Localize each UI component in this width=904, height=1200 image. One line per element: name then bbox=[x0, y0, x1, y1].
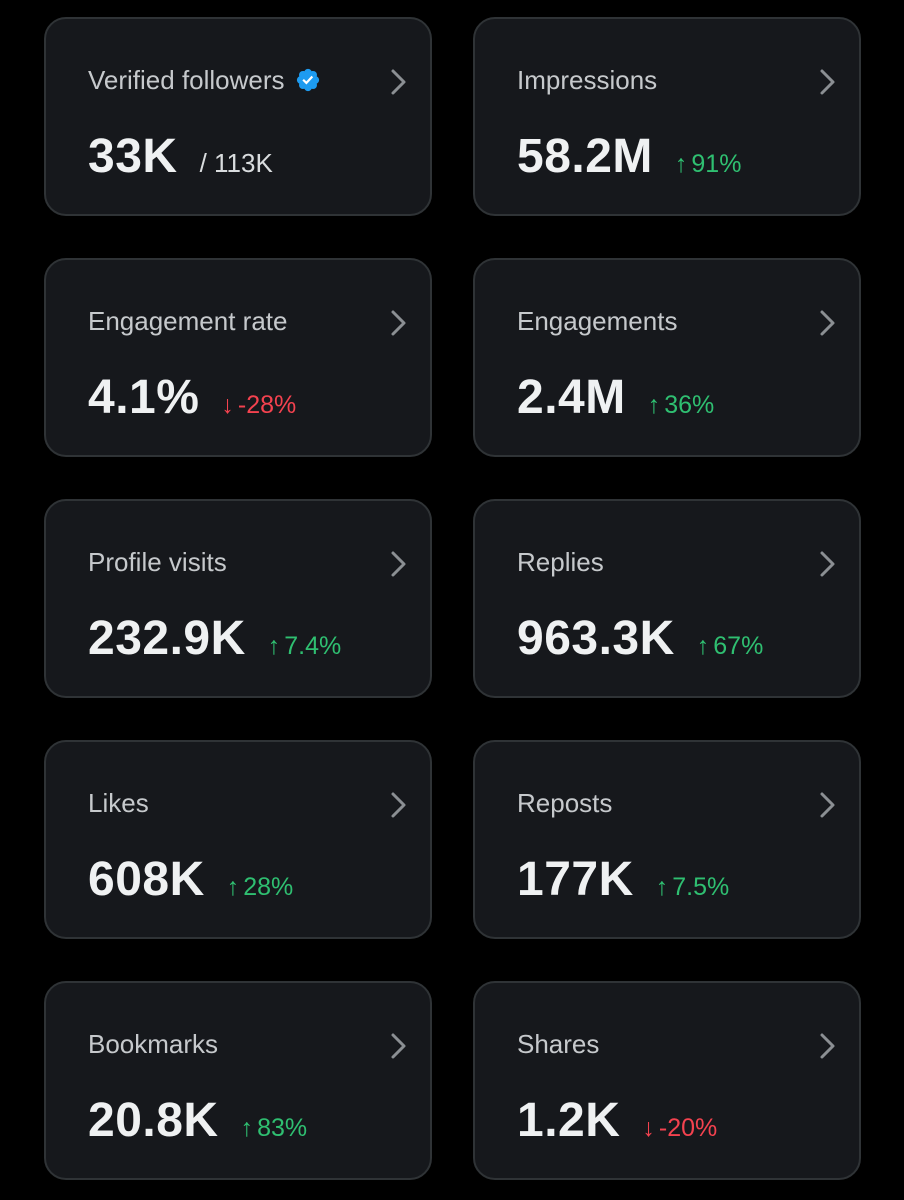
stat-value-row: 33K / 113K bbox=[88, 127, 273, 187]
trend-down-arrow-icon: ↓ bbox=[642, 1114, 655, 1142]
stat-title-label: Reposts bbox=[517, 788, 613, 818]
trend-up-arrow-icon: ↑ bbox=[655, 873, 669, 901]
stat-change: ↓ -28% bbox=[221, 391, 296, 420]
stat-title-label: Shares bbox=[517, 1029, 600, 1059]
stat-change: ↑ 7.4% bbox=[268, 632, 341, 661]
stat-change-value: -20% bbox=[658, 1114, 718, 1142]
stat-change: ↑ 28% bbox=[227, 873, 294, 902]
stat-title: Bookmarks bbox=[88, 1027, 218, 1061]
stat-change-value: 67% bbox=[713, 632, 764, 660]
stat-change-value: 83% bbox=[257, 1114, 308, 1142]
trend-up-arrow-icon: ↑ bbox=[696, 632, 710, 660]
stat-card-impressions[interactable]: Impressions 58.2M ↑ 91% bbox=[473, 17, 861, 216]
stat-change-value: 91% bbox=[691, 150, 742, 178]
stat-card-verified-followers[interactable]: Verified followers 33K / 113K bbox=[44, 17, 432, 216]
stat-value-row: 963.3K ↑ 67% bbox=[517, 609, 763, 669]
stat-card-replies[interactable]: Replies 963.3K ↑ 67% bbox=[473, 499, 861, 698]
stat-total: / 113K bbox=[199, 148, 273, 178]
stat-title-label: Bookmarks bbox=[88, 1029, 219, 1059]
stat-value: 33K bbox=[88, 130, 178, 183]
stat-card-engagements[interactable]: Engagements 2.4M ↑ 36% bbox=[473, 258, 861, 457]
stat-change: ↑ 91% bbox=[675, 150, 742, 179]
stat-title-label: Engagements bbox=[517, 306, 678, 336]
verified-badge-icon bbox=[296, 68, 319, 92]
stat-value: 177K bbox=[517, 853, 634, 906]
stat-change: ↑ 36% bbox=[648, 391, 715, 420]
trend-up-arrow-icon: ↑ bbox=[240, 1114, 254, 1142]
stat-change: ↑ 83% bbox=[241, 1114, 308, 1143]
stat-change-value: 36% bbox=[664, 391, 715, 419]
stat-value-row: 177K ↑ 7.5% bbox=[517, 850, 729, 910]
stat-title-label: Likes bbox=[88, 788, 149, 818]
stat-value: 1.2K bbox=[517, 1094, 621, 1147]
chevron-right-icon bbox=[820, 792, 835, 818]
stat-title: Replies bbox=[517, 545, 604, 579]
stat-card-profile-visits[interactable]: Profile visits 232.9K ↑ 7.4% bbox=[44, 499, 432, 698]
stat-value-row: 4.1% ↓ -28% bbox=[88, 368, 296, 428]
stat-change: ↑ 67% bbox=[697, 632, 764, 661]
stat-change-value: 28% bbox=[243, 873, 294, 901]
stat-change: ↓ -20% bbox=[642, 1114, 717, 1143]
trend-down-arrow-icon: ↓ bbox=[221, 391, 234, 419]
stat-value: 232.9K bbox=[88, 612, 246, 665]
stat-value: 4.1% bbox=[88, 371, 200, 424]
stat-value-row: 58.2M ↑ 91% bbox=[517, 127, 741, 187]
stat-value-row: 608K ↑ 28% bbox=[88, 850, 293, 910]
chevron-right-icon bbox=[820, 310, 835, 336]
trend-up-arrow-icon: ↑ bbox=[674, 150, 688, 178]
chevron-right-icon bbox=[391, 792, 406, 818]
stat-value-row: 20.8K ↑ 83% bbox=[88, 1091, 307, 1151]
stat-value-row: 232.9K ↑ 7.4% bbox=[88, 609, 341, 669]
stat-title: Reposts bbox=[517, 786, 612, 820]
stat-title: Verified followers bbox=[88, 63, 321, 97]
stat-card-bookmarks[interactable]: Bookmarks 20.8K ↑ 83% bbox=[44, 981, 432, 1180]
trend-up-arrow-icon: ↑ bbox=[267, 632, 281, 660]
stat-title-label: Verified followers bbox=[88, 65, 285, 95]
stat-card-likes[interactable]: Likes 608K ↑ 28% bbox=[44, 740, 432, 939]
trend-up-arrow-icon: ↑ bbox=[226, 873, 240, 901]
stat-title: Likes bbox=[88, 786, 149, 820]
chevron-right-icon bbox=[820, 69, 835, 95]
stat-change-value: 7.5% bbox=[672, 873, 730, 901]
stat-value-row: 1.2K ↓ -20% bbox=[517, 1091, 717, 1151]
stat-change-value: -28% bbox=[237, 391, 297, 419]
stat-value-row: 2.4M ↑ 36% bbox=[517, 368, 714, 428]
chevron-right-icon bbox=[391, 1033, 406, 1059]
stat-title-label: Replies bbox=[517, 547, 604, 577]
stat-value: 963.3K bbox=[517, 612, 675, 665]
stat-card-reposts[interactable]: Reposts 177K ↑ 7.5% bbox=[473, 740, 861, 939]
stat-value: 20.8K bbox=[88, 1094, 219, 1147]
trend-up-arrow-icon: ↑ bbox=[647, 391, 661, 419]
stat-title: Profile visits bbox=[88, 545, 227, 579]
stat-title: Impressions bbox=[517, 63, 657, 97]
stat-change-value: 7.4% bbox=[284, 632, 342, 660]
chevron-right-icon bbox=[391, 69, 406, 95]
stat-title-label: Impressions bbox=[517, 65, 658, 95]
stat-change: ↑ 7.5% bbox=[656, 873, 729, 902]
stat-value: 608K bbox=[88, 853, 205, 906]
chevron-right-icon bbox=[391, 310, 406, 336]
chevron-right-icon bbox=[820, 551, 835, 577]
stat-title-label: Profile visits bbox=[88, 547, 227, 577]
stat-title-label: Engagement rate bbox=[88, 306, 288, 336]
stat-title: Engagement rate bbox=[88, 304, 287, 338]
stat-value: 58.2M bbox=[517, 130, 653, 183]
stat-value: 2.4M bbox=[517, 371, 626, 424]
chevron-right-icon bbox=[391, 551, 406, 577]
stat-card-engagement-rate[interactable]: Engagement rate 4.1% ↓ -28% bbox=[44, 258, 432, 457]
stat-title: Engagements bbox=[517, 304, 677, 338]
stat-card-shares[interactable]: Shares 1.2K ↓ -20% bbox=[473, 981, 861, 1180]
stat-title: Shares bbox=[517, 1027, 599, 1061]
chevron-right-icon bbox=[820, 1033, 835, 1059]
